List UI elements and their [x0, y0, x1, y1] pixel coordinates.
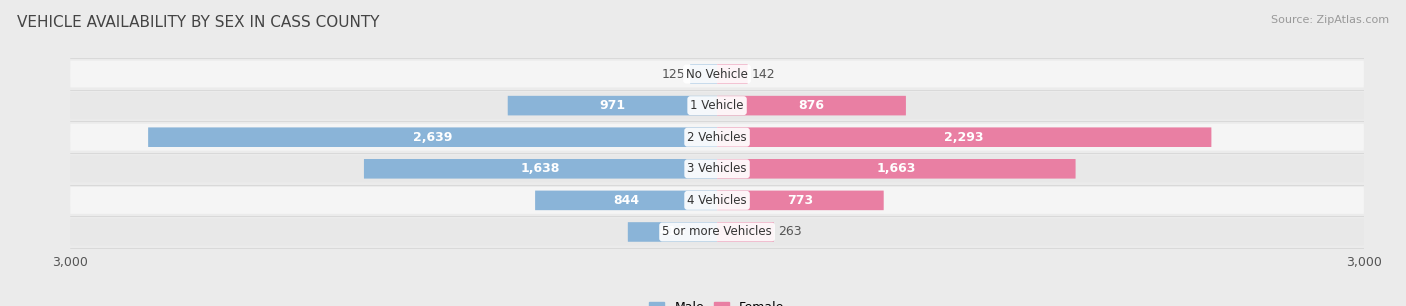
Text: 1,638: 1,638	[520, 162, 560, 175]
Text: 414: 414	[659, 226, 686, 238]
Text: VEHICLE AVAILABILITY BY SEX IN CASS COUNTY: VEHICLE AVAILABILITY BY SEX IN CASS COUN…	[17, 15, 380, 30]
Text: 125: 125	[662, 68, 686, 80]
FancyBboxPatch shape	[536, 191, 717, 210]
Text: 876: 876	[799, 99, 824, 112]
Text: Source: ZipAtlas.com: Source: ZipAtlas.com	[1271, 15, 1389, 25]
FancyBboxPatch shape	[148, 127, 717, 147]
FancyBboxPatch shape	[717, 159, 1076, 179]
Text: 142: 142	[752, 68, 776, 80]
FancyBboxPatch shape	[717, 127, 1212, 147]
FancyBboxPatch shape	[717, 191, 884, 210]
Text: 2 Vehicles: 2 Vehicles	[688, 131, 747, 144]
Text: No Vehicle: No Vehicle	[686, 68, 748, 80]
FancyBboxPatch shape	[70, 155, 1364, 182]
FancyBboxPatch shape	[628, 222, 717, 242]
FancyBboxPatch shape	[717, 222, 773, 242]
FancyBboxPatch shape	[70, 124, 1364, 151]
FancyBboxPatch shape	[70, 218, 1364, 245]
Text: 263: 263	[778, 226, 801, 238]
FancyBboxPatch shape	[508, 96, 717, 115]
FancyBboxPatch shape	[364, 159, 717, 179]
Text: 1 Vehicle: 1 Vehicle	[690, 99, 744, 112]
FancyBboxPatch shape	[717, 96, 905, 115]
Legend: Male, Female: Male, Female	[644, 296, 790, 306]
FancyBboxPatch shape	[70, 187, 1364, 214]
FancyBboxPatch shape	[690, 64, 717, 84]
Text: 773: 773	[787, 194, 814, 207]
Text: 844: 844	[613, 194, 640, 207]
Text: 2,639: 2,639	[413, 131, 453, 144]
Text: 971: 971	[599, 99, 626, 112]
FancyBboxPatch shape	[70, 92, 1364, 119]
Text: 4 Vehicles: 4 Vehicles	[688, 194, 747, 207]
Text: 5 or more Vehicles: 5 or more Vehicles	[662, 226, 772, 238]
Text: 3 Vehicles: 3 Vehicles	[688, 162, 747, 175]
FancyBboxPatch shape	[717, 64, 748, 84]
Text: 2,293: 2,293	[945, 131, 984, 144]
FancyBboxPatch shape	[70, 61, 1364, 88]
Text: 1,663: 1,663	[876, 162, 915, 175]
